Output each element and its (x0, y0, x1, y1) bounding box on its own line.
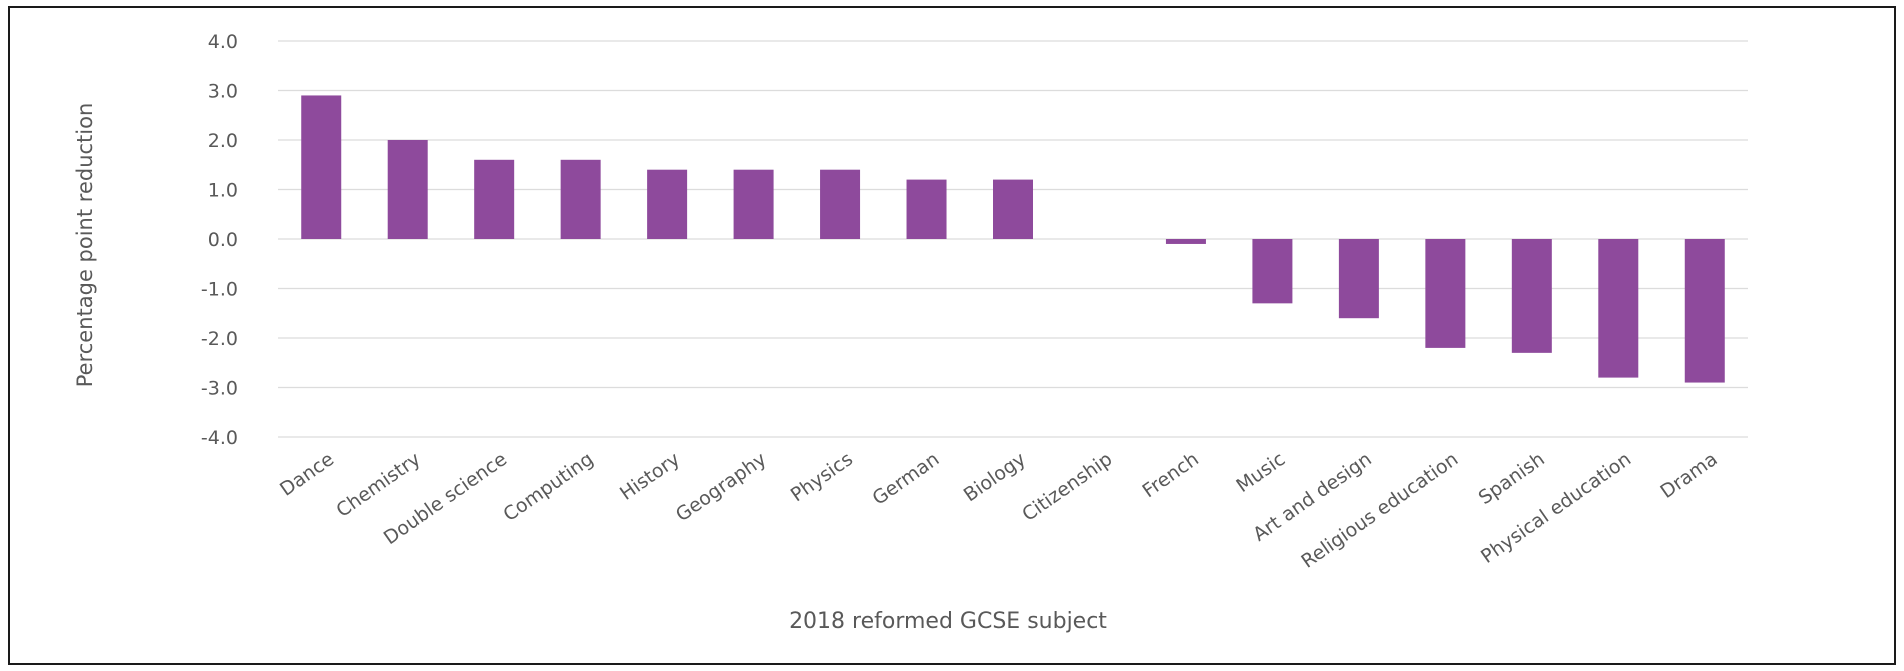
y-tick-label: -2.0 (201, 328, 238, 350)
bar-chemistry (387, 140, 428, 239)
y-tick-label: -1.0 (201, 279, 238, 301)
y-tick-label: 0.0 (208, 229, 238, 251)
bar-history (647, 169, 688, 239)
bar-drama (1684, 239, 1725, 383)
x-category-label: Physics (787, 448, 857, 506)
bar-double-science (474, 159, 515, 239)
y-tick-label: -3.0 (201, 378, 238, 400)
y-tick-label: -4.0 (201, 427, 238, 449)
y-tick-label: 1.0 (208, 180, 238, 202)
y-tick-label: 3.0 (208, 81, 238, 103)
bar-music (1252, 239, 1293, 304)
x-category-label: Citizenship (1018, 448, 1116, 526)
bar-french (1165, 239, 1206, 244)
x-category-label: Computing (499, 448, 597, 526)
x-category-label: Dance (276, 448, 338, 501)
gridlines (278, 40, 1748, 438)
x-category-label: French (1138, 448, 1202, 502)
bar-biology (993, 179, 1033, 239)
bar-dance (301, 95, 342, 239)
y-tick-label: 2.0 (208, 130, 238, 152)
x-category-label: Spanish (1475, 448, 1549, 509)
bar-art-and-design (1338, 239, 1379, 319)
bar-religious-education (1425, 239, 1466, 348)
x-category-label: Biology (960, 448, 1030, 506)
x-category-label: German (868, 448, 943, 510)
bar-physical-education (1598, 239, 1639, 378)
x-category-label: Music (1232, 448, 1289, 497)
x-category-label: Religious education (1297, 448, 1462, 573)
bar-spanish (1511, 239, 1552, 353)
bars (301, 95, 1725, 383)
x-category-label: Physical education (1477, 448, 1635, 568)
x-category-label: History (616, 448, 684, 505)
x-category-label: Geography (672, 448, 771, 526)
y-axis-label: Percentage point reduction (73, 103, 97, 388)
y-tick-label: 4.0 (208, 31, 238, 53)
bar-physics (820, 169, 861, 239)
bar-computing (560, 159, 601, 239)
y-axis-ticks: 4.0 3.0 2.0 1.0 0.0 -1.0 -2.0 -3.0 -4.0 (201, 31, 238, 449)
bar-geography (733, 169, 774, 239)
x-category-label: Drama (1656, 448, 1721, 503)
x-axis-label: 2018 reformed GCSE subject (789, 609, 1107, 634)
bar-german (906, 179, 947, 239)
